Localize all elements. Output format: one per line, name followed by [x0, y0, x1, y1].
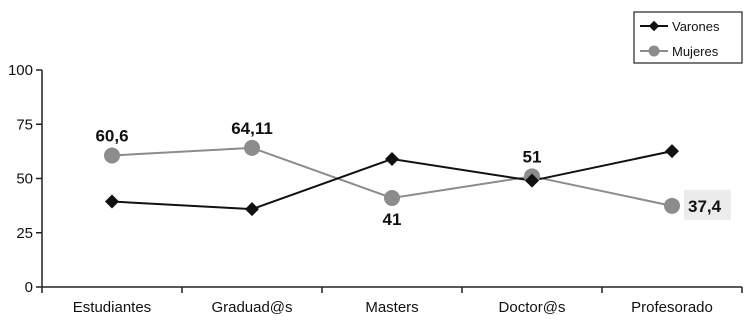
x-tick-label: Estudiantes — [73, 299, 151, 316]
legend: Varones Mujeres — [633, 11, 743, 64]
chart-axes: 0 25 50 75 100 Estudiantes Graduad@s Masters Doc… — [8, 62, 743, 316]
legend-swatch-marker — [648, 45, 660, 57]
series-point-varones — [525, 173, 539, 188]
y-tick-label: 0 — [25, 279, 33, 296]
series-point-varones — [105, 194, 119, 209]
data-labels: 60,6 64,11 41 51 37,4 — [95, 119, 731, 229]
x-tick-label: Graduad@s — [211, 299, 292, 316]
x-tick-label: Profesorado — [631, 299, 713, 316]
series-point-mujeres — [664, 197, 680, 214]
data-label: 41 — [383, 210, 402, 229]
x-tick-label: Masters — [365, 299, 418, 316]
legend-box — [633, 11, 743, 64]
data-label: 37,4 — [688, 197, 722, 216]
y-tick-label: 100 — [8, 62, 33, 79]
data-label-background — [684, 189, 731, 220]
series-point-mujeres — [104, 147, 120, 164]
data-label: 64,11 — [231, 119, 273, 138]
y-tick-label: 25 — [16, 225, 33, 242]
series-point-varones — [665, 144, 679, 159]
y-tick-label: 50 — [16, 171, 33, 188]
series-point-varones — [385, 151, 399, 166]
legend-label: Varones — [672, 19, 720, 34]
series-point-mujeres — [384, 190, 400, 207]
series-layer — [104, 139, 680, 217]
data-label: 51 — [523, 147, 542, 166]
series-point-varones — [245, 202, 259, 217]
legend-label: Mujeres — [672, 44, 719, 59]
data-label: 60,6 — [95, 126, 128, 145]
y-tick-label: 75 — [16, 116, 33, 133]
x-tick-label: Doctor@s — [499, 299, 566, 316]
legend-swatch-marker — [648, 20, 660, 32]
series-point-mujeres — [244, 139, 260, 156]
